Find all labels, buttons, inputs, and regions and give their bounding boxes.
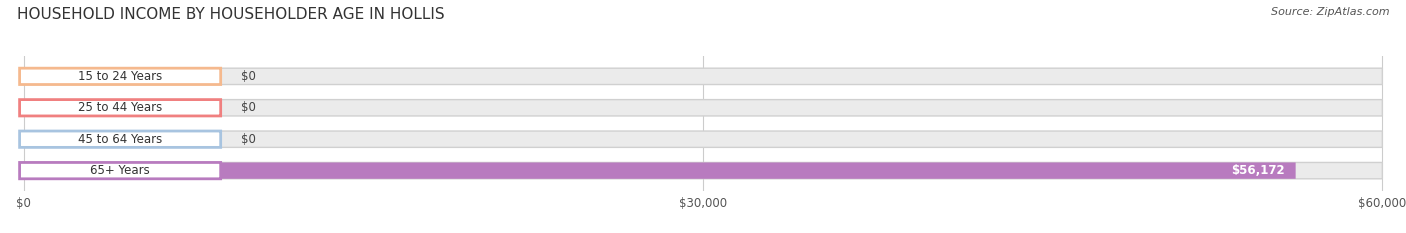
Text: 25 to 44 Years: 25 to 44 Years bbox=[77, 101, 162, 114]
Text: 65+ Years: 65+ Years bbox=[90, 164, 150, 177]
Text: $0: $0 bbox=[240, 70, 256, 83]
Text: Source: ZipAtlas.com: Source: ZipAtlas.com bbox=[1271, 7, 1389, 17]
FancyBboxPatch shape bbox=[20, 162, 221, 179]
FancyBboxPatch shape bbox=[24, 162, 1382, 179]
Text: HOUSEHOLD INCOME BY HOUSEHOLDER AGE IN HOLLIS: HOUSEHOLD INCOME BY HOUSEHOLDER AGE IN H… bbox=[17, 7, 444, 22]
FancyBboxPatch shape bbox=[20, 99, 221, 116]
Text: $56,172: $56,172 bbox=[1232, 164, 1285, 177]
FancyBboxPatch shape bbox=[20, 68, 221, 85]
FancyBboxPatch shape bbox=[24, 131, 1382, 147]
Text: 15 to 24 Years: 15 to 24 Years bbox=[77, 70, 162, 83]
Text: 45 to 64 Years: 45 to 64 Years bbox=[77, 133, 162, 146]
Text: $0: $0 bbox=[240, 101, 256, 114]
FancyBboxPatch shape bbox=[20, 131, 221, 147]
FancyBboxPatch shape bbox=[24, 162, 1296, 179]
FancyBboxPatch shape bbox=[24, 99, 1382, 116]
Text: $0: $0 bbox=[240, 133, 256, 146]
FancyBboxPatch shape bbox=[24, 68, 1382, 85]
